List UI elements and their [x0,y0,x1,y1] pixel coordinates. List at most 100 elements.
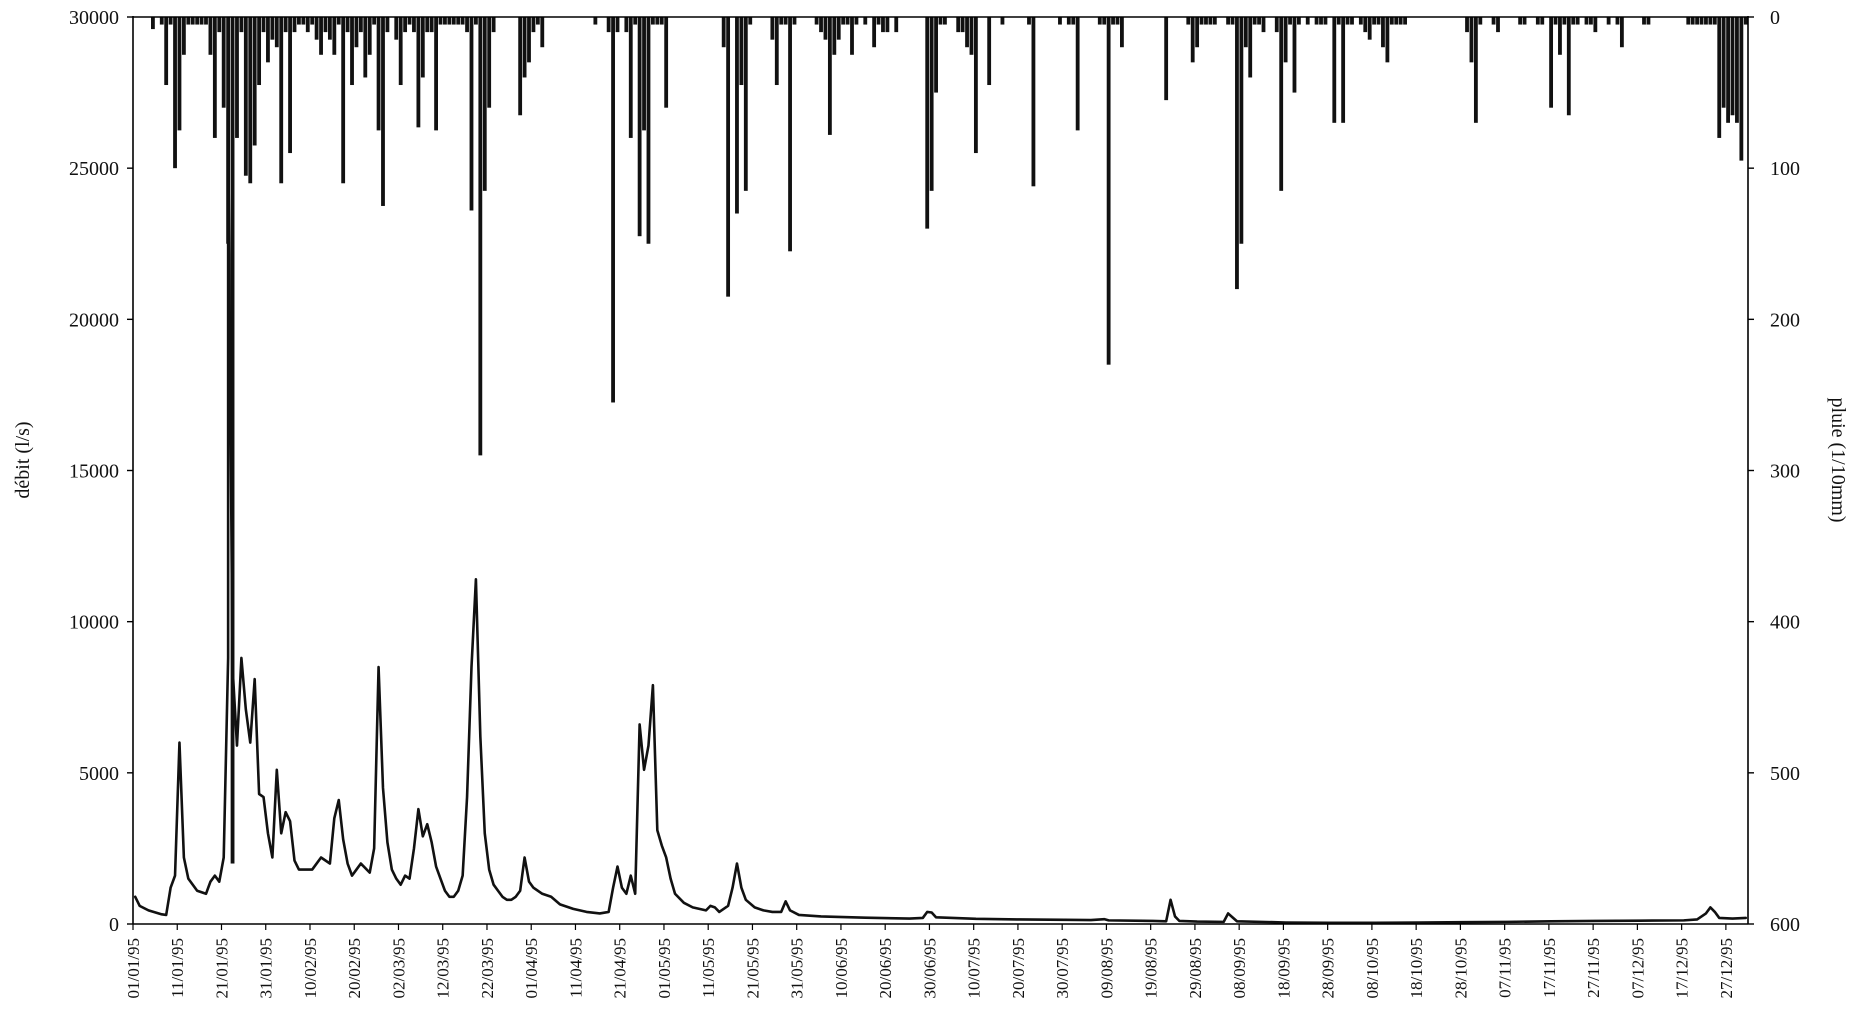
rain-bar [1739,17,1744,161]
rain-bar [1743,17,1748,25]
rain-bar [628,17,633,138]
rain-bar [1398,17,1403,25]
rain-bar [1704,17,1708,25]
rain-bar [1699,17,1704,25]
rain-bar [1075,17,1080,131]
rain-bar [1730,17,1735,116]
y-tick-label-right: 0 [1770,7,1780,29]
rain-bar [257,17,262,86]
x-tick-label: 01/04/95 [522,938,541,998]
rain-bar [1522,17,1527,25]
rain-bar [1712,17,1717,25]
rain-bar [350,17,354,86]
rain-bar [1376,17,1381,25]
rain-bar [1473,17,1478,123]
rain-bar [438,17,443,25]
tick-labels: 0 5000 10000 15000 20000 25000 30000 0 100 200 300… [69,7,1800,998]
rain-bar [650,17,655,25]
x-tick-label: 07/11/95 [1496,938,1515,998]
x-tick-label: 02/03/95 [390,938,409,998]
rain-bar [1646,17,1651,25]
rain-bar [381,17,385,206]
rain-bar [726,17,731,297]
x-tick-label: 11/05/95 [699,938,718,998]
x-tick-label: 12/03/95 [434,938,453,998]
rain-bar [460,17,465,25]
rain-bar [1239,17,1244,244]
rain-bar [664,17,669,108]
rain-bar [1708,17,1713,25]
rain-bar [1195,17,1200,48]
rain-bar [987,17,992,86]
rain-bar [854,17,859,25]
rain-bar [1735,17,1739,123]
rain-bar [1642,17,1646,25]
x-tick-label: 30/06/95 [920,938,939,998]
rain-bar [1323,17,1328,25]
rain-bar [1027,17,1031,25]
x-tick-label: 27/11/95 [1584,938,1603,998]
rain-bar [965,17,969,48]
rain-bar [195,17,200,25]
rain-bar [1465,17,1469,33]
rain-bar [451,17,456,25]
rain-bar [531,17,536,33]
rain-bar [398,17,403,86]
rain-bar [518,17,523,116]
y-tick-label-right: 100 [1770,158,1800,180]
rain-bar [823,17,828,40]
rain-bar [323,17,328,33]
rain-bar [1721,17,1726,108]
rain-bar [1000,17,1005,25]
rain-bar [425,17,430,33]
rain-bar [474,17,478,25]
y-tick-label-left: 5000 [79,763,119,785]
rainfall-bars [151,17,1748,864]
x-tick-label: 20/07/95 [1009,938,1028,998]
rain-bar [642,17,646,131]
rain-bar [934,17,938,93]
rain-bar [243,17,248,176]
rain-bar [469,17,474,211]
y-tick-label-left: 20000 [69,309,119,331]
rain-bar [478,17,483,456]
x-tick-label: 08/10/95 [1363,938,1382,998]
rain-bar [836,17,841,40]
rain-bar [894,17,899,33]
rain-bar [814,17,819,25]
rain-bar [204,17,208,25]
x-tick-label: 22/03/95 [478,938,497,998]
x-tick-label: 20/02/95 [345,938,364,998]
rain-bar [212,17,217,138]
rain-bar [885,17,890,33]
rain-bar [301,17,306,25]
rain-bar [1363,17,1368,33]
x-tick-label: 09/08/95 [1097,938,1116,998]
x-tick-label: 18/09/95 [1274,938,1293,998]
y-tick-label-left: 15000 [69,461,119,483]
rain-bar [1566,17,1571,116]
rain-bar [1491,17,1496,25]
rain-bar [248,17,253,184]
rain-bar [535,17,540,25]
rain-bar [1341,17,1346,123]
rain-bar [1394,17,1399,25]
rain-bar [611,17,615,403]
rain-bar [235,17,239,138]
rain-bar [1549,17,1554,108]
rain-bar [217,17,222,33]
rain-bar [792,17,797,25]
rain-bar [372,17,377,25]
rain-bar [1248,17,1253,78]
rain-bar [465,17,469,33]
rain-bar [354,17,359,48]
rain-bar [1305,17,1310,25]
rain-bar [1358,17,1363,25]
rain-bar [297,17,301,25]
rain-bar [1071,17,1076,25]
rain-bar [363,17,368,78]
rain-bar [367,17,372,55]
rain-bar [832,17,837,55]
rain-bar [208,17,213,55]
